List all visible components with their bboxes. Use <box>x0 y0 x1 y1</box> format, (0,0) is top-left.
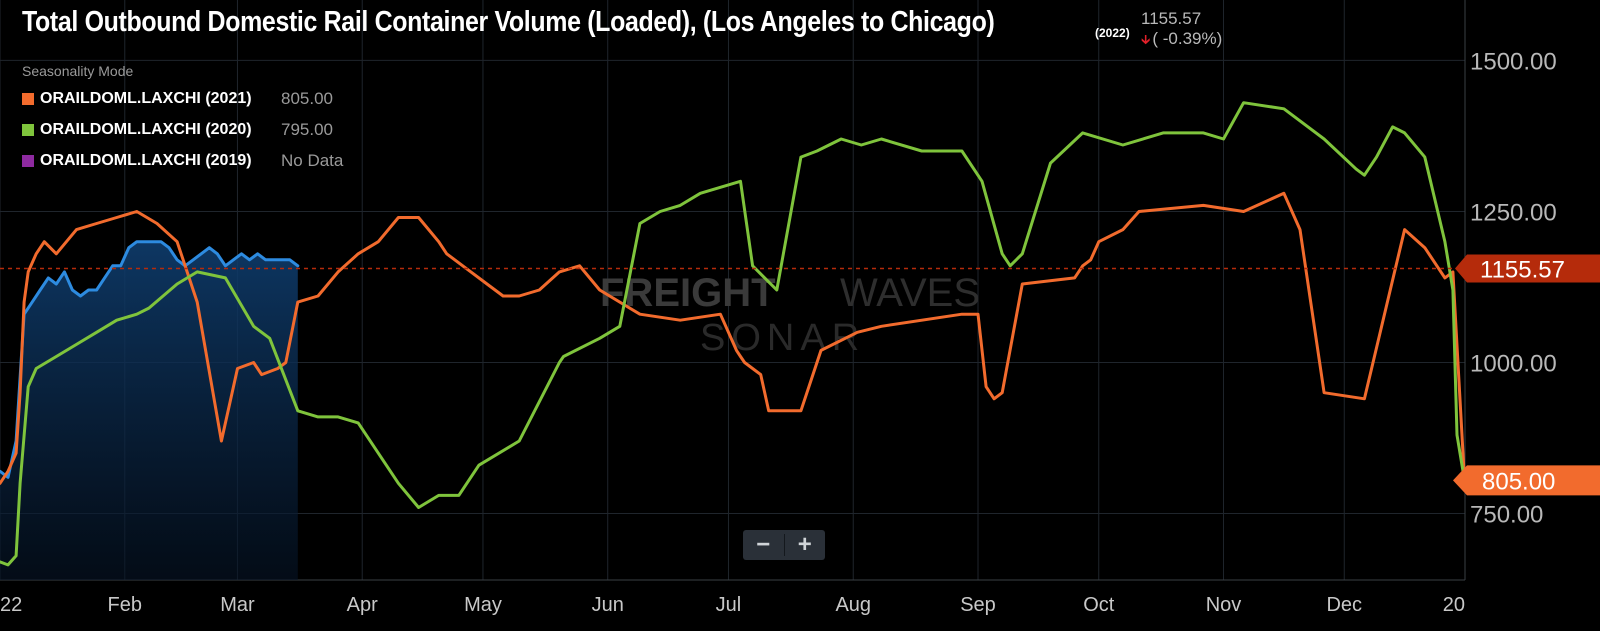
zoom-divider <box>783 534 785 556</box>
legend-value: No Data <box>281 150 344 170</box>
end-value-label: 805.00 <box>1482 468 1555 495</box>
line-layer <box>0 101 1467 567</box>
y-tick-label: 1250.00 <box>1470 199 1557 226</box>
x-tick-label: Jun <box>592 594 624 616</box>
current-value: 1155.57 <box>1141 9 1202 28</box>
legend-value: 805.00 <box>281 88 333 108</box>
area-layer <box>0 241 298 580</box>
grid-lines <box>0 0 1466 581</box>
end-value-tag <box>1453 465 1600 496</box>
zoom-out-button[interactable]: − <box>756 531 771 558</box>
x-tick-label: Nov <box>1206 594 1242 616</box>
watermark: FREIGHT WAVES SONAR <box>600 271 980 359</box>
reference-line-layer: 1155.57 <box>0 254 1600 284</box>
x-tick-label: Dec <box>1326 594 1362 616</box>
x-tick-label: 22 <box>0 594 22 616</box>
legend-value: 795.00 <box>281 119 333 139</box>
down-arrow-icon: 🡳 <box>1141 32 1151 47</box>
legend-item-2019[interactable]: ORAILDOML.LAXCHI (2019) No Data <box>22 145 343 176</box>
x-tick-label: Apr <box>347 594 378 616</box>
zoom-in-button[interactable]: + <box>797 531 812 558</box>
x-tick-label: Mar <box>220 594 255 616</box>
x-tick-label: Sep <box>960 594 996 616</box>
x-tick-label: Jul <box>716 594 742 616</box>
series-line <box>0 240 300 479</box>
legend-label: ORAILDOML.LAXCHI (2020) <box>40 120 252 138</box>
x-tick-label: 20 <box>1443 594 1465 616</box>
series-line <box>0 191 1467 491</box>
x-tick-label: Feb <box>108 594 142 616</box>
legend-swatch <box>22 123 34 136</box>
x-tick-label: Oct <box>1083 594 1115 616</box>
y-tick-label: 750.00 <box>1470 502 1543 529</box>
zoom-control: − + <box>743 530 825 560</box>
legend-label: ORAILDOML.LAXCHI (2019) <box>40 151 252 169</box>
end-label-layer: 805.00 <box>1453 465 1600 496</box>
reference-value-tag <box>1455 254 1600 283</box>
reference-value-label: 1155.57 <box>1480 257 1565 284</box>
seasonality-mode-label: Seasonality Mode <box>22 63 134 79</box>
current-change: 🡳( -0.39%) <box>1141 29 1222 53</box>
legend: Seasonality Mode ORAILDOML.LAXCHI (2021)… <box>22 63 343 176</box>
legend-item-2021[interactable]: ORAILDOML.LAXCHI (2021) 805.00 <box>22 83 343 114</box>
y-axis: 750.00 1000.00 1250.00 1500.00 <box>1470 48 1557 528</box>
y-tick-label: 1000.00 <box>1470 351 1557 378</box>
x-tick-label: Aug <box>835 594 871 616</box>
title-year-tag: (2022) <box>1095 26 1130 40</box>
series-area <box>0 241 298 580</box>
series-line <box>0 101 1467 567</box>
chart-title: Total Outbound Domestic Rail Container V… <box>22 6 995 38</box>
y-tick-label: 1500.00 <box>1470 48 1557 75</box>
x-axis: 22 Feb Mar Apr May Jun Jul Aug Sep Oct Nov Dec 20 <box>0 594 1465 616</box>
legend-swatch <box>22 92 34 105</box>
legend-swatch <box>22 154 34 167</box>
watermark-sonar: SONAR <box>700 317 865 359</box>
watermark-light: WAVES <box>840 271 980 315</box>
x-tick-label: May <box>464 594 502 616</box>
change-text: ( -0.39%) <box>1152 29 1223 48</box>
legend-item-2020[interactable]: ORAILDOML.LAXCHI (2020) 795.00 <box>22 114 343 145</box>
legend-label: ORAILDOML.LAXCHI (2021) <box>40 89 252 107</box>
